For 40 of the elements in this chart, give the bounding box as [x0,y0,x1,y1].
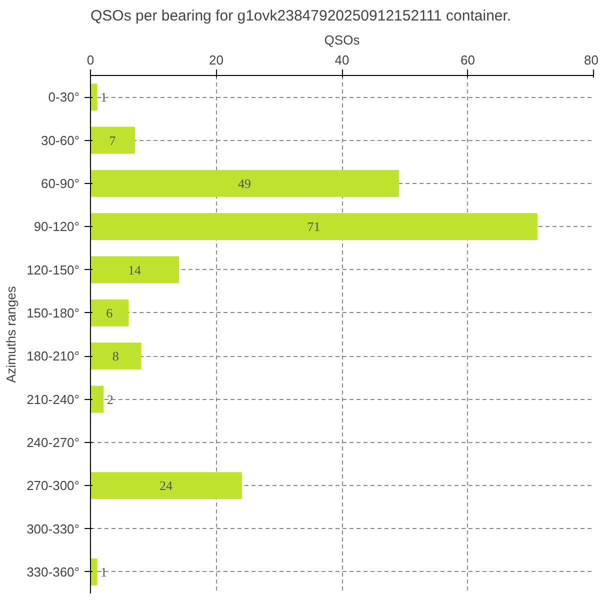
data-label: 71 [307,219,320,234]
y-tick-label: 180-210° [26,348,80,364]
data-label: 14 [128,262,142,278]
y-tick-label: 210-240° [26,392,80,407]
x-tick-label: 60 [460,52,475,68]
y-axis-title: Azimuths ranges [4,286,19,383]
y-tick-label: 300-330° [26,521,80,536]
data-label: 24 [159,478,173,494]
data-label: 2 [106,392,114,407]
data-label: 8 [112,348,119,364]
bar [90,256,180,284]
bar [90,299,129,326]
x-tick-label: 0 [86,52,94,68]
bar [90,170,400,197]
x-tick-label: 20 [209,52,224,68]
data-label: 1 [100,564,108,580]
y-tick-label: 330-360° [26,564,80,580]
bar [90,386,104,413]
bar [90,213,538,240]
y-tick-label: 0-30° [48,90,80,105]
y-tick-label: 90-120° [34,219,80,234]
bar [90,126,136,154]
y-tick-label: 60-90° [41,176,80,191]
y-tick-label: 30-60° [41,132,80,148]
data-label: 7 [109,132,116,148]
bar [90,472,242,500]
y-tick-label: 150-180° [26,305,80,320]
y-tick-label: 240-270° [26,434,80,450]
bar [90,84,98,111]
x-tick-label: 80 [584,52,599,68]
x-axis-title: QSOs [324,32,360,48]
data-label: 49 [238,176,252,191]
data-label: 6 [106,305,114,320]
y-tick-label: 270-300° [26,478,80,494]
data-label: 1 [100,90,108,105]
bar [90,558,98,586]
x-tick-label: 40 [334,52,350,68]
y-tick-label: 120-150° [26,262,80,278]
chart-title: QSOs per bearing for g1ovk23847920250912152111 container. [90,8,512,24]
bar [90,342,142,370]
